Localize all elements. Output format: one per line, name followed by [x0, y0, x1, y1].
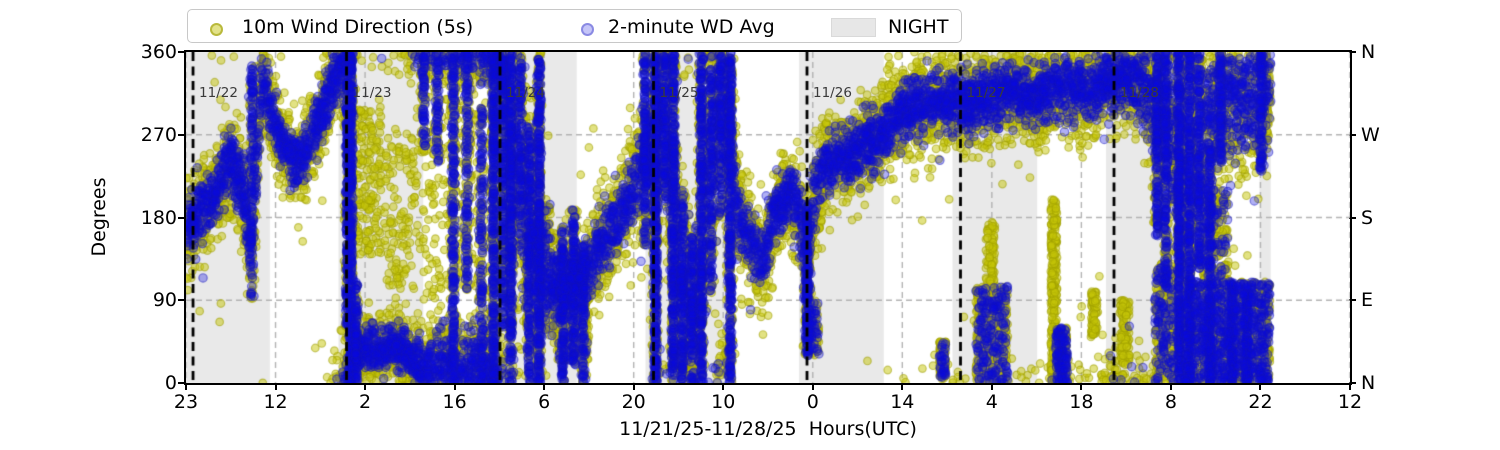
legend-label-5s: 10m Wind Direction (5s)	[242, 16, 474, 38]
legend: 10m Wind Direction (5s) 2-minute WD Avg …	[187, 9, 962, 43]
ytick-mark-right	[1349, 51, 1356, 53]
ytick-mark-left	[178, 216, 185, 219]
xtick-label-8-11: 8	[1164, 391, 1177, 413]
scatter-canvas	[186, 52, 1350, 383]
xtick-label-14-8: 14	[890, 391, 915, 413]
ytick-label-360: 360	[140, 41, 177, 63]
day-label-11-23: 11/23	[352, 85, 392, 101]
y-axis-title-wrap: Degrees	[88, 117, 112, 317]
ytick-mark-left	[178, 51, 185, 53]
xtick-mark	[901, 383, 904, 390]
rtick-label-W-3: W	[1361, 123, 1380, 146]
yellow-dot-marker-icon	[210, 23, 223, 36]
xtick-mark	[274, 383, 277, 390]
xtick-label-20-5: 20	[621, 391, 646, 413]
xtick-mark	[632, 383, 635, 390]
ytick-label-270: 270	[140, 123, 177, 146]
xtick-mark	[453, 383, 456, 390]
x-axis-title: 11/21/25-11/28/25 Hours(UTC)	[619, 418, 917, 440]
xtick-label-18-10: 18	[1069, 391, 1094, 413]
xtick-label-12-1: 12	[263, 391, 288, 413]
xtick-mark	[1080, 383, 1083, 390]
ytick-mark-left	[178, 299, 185, 302]
ytick-mark-right	[1349, 133, 1356, 136]
day-label-11-27: 11/27	[966, 85, 1006, 101]
xtick-label-6-4: 6	[538, 391, 551, 413]
legend-label-2min: 2-minute WD Avg	[608, 16, 775, 38]
ytick-mark-left	[178, 382, 185, 384]
xtick-mark	[1349, 383, 1351, 390]
xtick-label-16-3: 16	[442, 391, 467, 413]
xtick-mark	[990, 383, 993, 390]
day-label-11-28: 11/28	[1120, 85, 1159, 101]
ytick-label-0: 0	[164, 372, 177, 394]
rtick-label-S-2: S	[1361, 206, 1374, 229]
day-label-11-26: 11/26	[813, 85, 852, 101]
xtick-mark	[1169, 383, 1172, 390]
xtick-mark	[811, 383, 814, 390]
rtick-label-E-1: E	[1361, 289, 1374, 312]
xtick-label-22-12: 22	[1248, 391, 1273, 413]
ytick-label-180: 180	[140, 206, 177, 229]
blue-dot-marker-icon	[581, 23, 594, 36]
xtick-mark	[185, 383, 187, 390]
day-label-11-24: 11/24	[506, 85, 545, 101]
day-label-11-25: 11/25	[659, 85, 699, 101]
xtick-mark	[1259, 383, 1262, 390]
day-label-11-22: 11/22	[199, 85, 238, 101]
rtick-label-N-0: N	[1361, 372, 1376, 394]
xtick-label-12-13: 12	[1337, 391, 1363, 413]
xtick-label-0-7: 0	[806, 391, 819, 413]
night-swatch-icon	[831, 18, 876, 37]
xtick-mark	[722, 383, 725, 390]
rtick-label-N-4: N	[1361, 41, 1376, 63]
xtick-mark	[543, 383, 546, 390]
ytick-mark-left	[178, 133, 185, 136]
xtick-label-4-9: 4	[985, 391, 998, 413]
ytick-label-90: 90	[152, 289, 177, 312]
legend-label-night: NIGHT	[888, 16, 949, 38]
xtick-label-2-2: 2	[359, 391, 372, 413]
ytick-mark-right	[1349, 382, 1356, 384]
ytick-mark-right	[1349, 299, 1356, 302]
xtick-label-23-0: 23	[173, 391, 199, 413]
ytick-mark-right	[1349, 216, 1356, 219]
xtick-label-10-6: 10	[711, 391, 736, 413]
xtick-mark	[364, 383, 367, 390]
plot-area: 11/22 11/23 11/24 11/25 11/26 11/27 11/28	[184, 50, 1352, 385]
y-axis-title: Degrees	[88, 177, 110, 257]
